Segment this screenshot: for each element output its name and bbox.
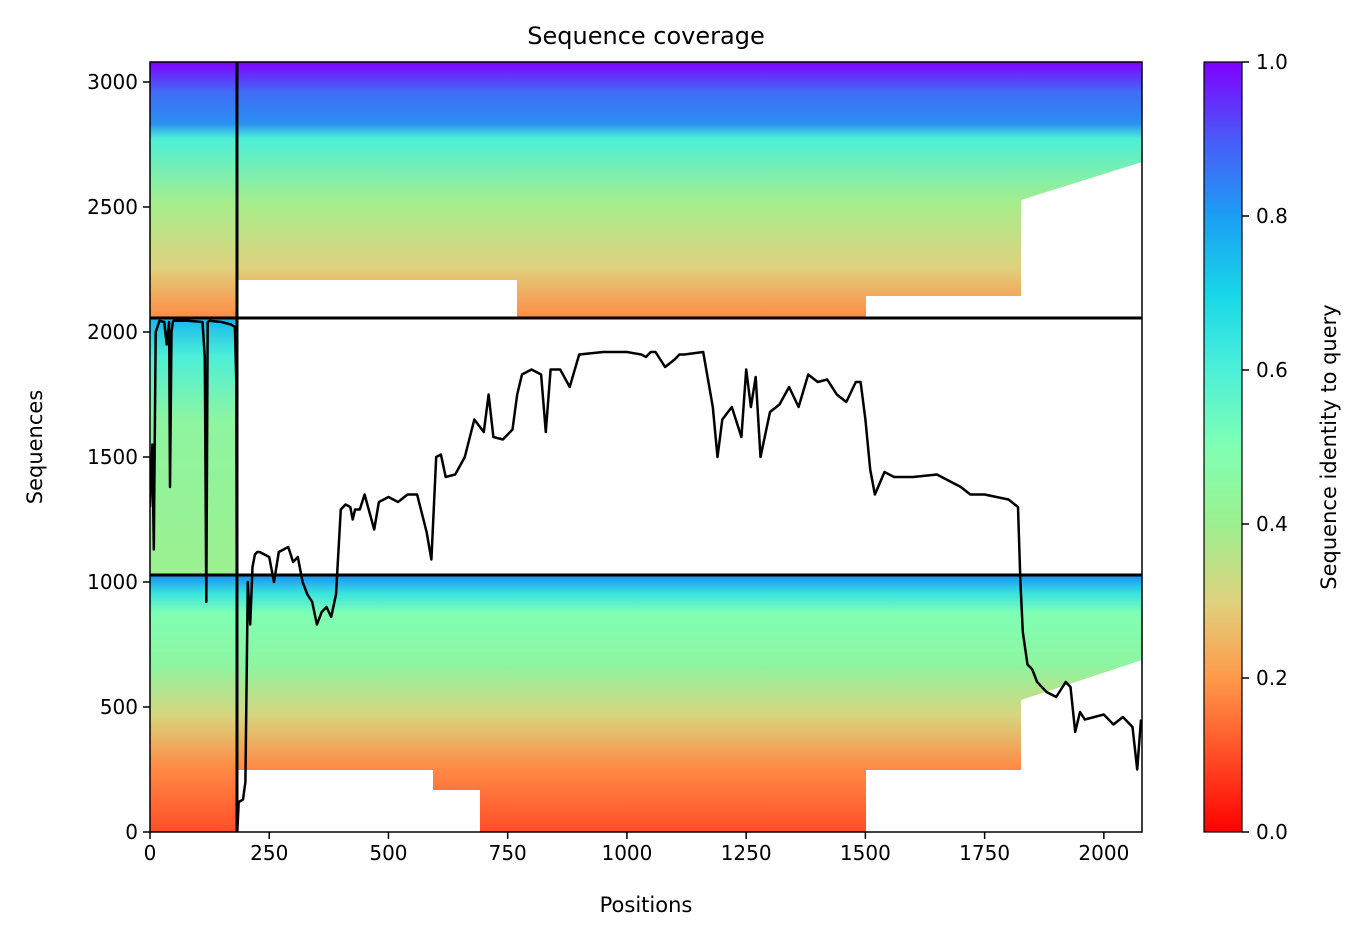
x-tick-label: 500 <box>369 841 407 865</box>
x-axis: 0 250 500 750 1000 1250 1500 1750 2000 <box>144 832 1129 865</box>
x-axis-label: Positions <box>600 893 693 917</box>
y-tick-label: 2000 <box>87 320 138 344</box>
y-axis-label: Sequences <box>23 390 47 505</box>
colorbar-tick-label: 1.0 <box>1256 50 1288 74</box>
colorbar-tick-label: 0.4 <box>1256 512 1288 536</box>
x-tick-label: 0 <box>144 841 157 865</box>
x-tick-label: 750 <box>489 841 527 865</box>
y-tick-label: 1000 <box>87 570 138 594</box>
x-tick-label: 1250 <box>721 841 772 865</box>
colorbar-axis: 0.0 0.2 0.4 0.6 0.8 1.0 <box>1242 50 1288 844</box>
colorbar <box>1203 61 1243 833</box>
x-tick-label: 2000 <box>1078 841 1129 865</box>
y-tick-label: 500 <box>100 695 138 719</box>
coverage-gaps <box>237 162 1142 832</box>
x-tick-label: 1000 <box>601 841 652 865</box>
y-tick-label: 0 <box>125 820 138 844</box>
chart-title: Sequence coverage <box>527 22 764 50</box>
y-axis: 0 500 1000 1500 2000 2500 3000 <box>87 70 150 844</box>
y-tick-label: 2500 <box>87 195 138 219</box>
colorbar-label: Sequence identity to query <box>1317 304 1341 589</box>
x-tick-label: 250 <box>250 841 288 865</box>
colorbar-tick-label: 0.8 <box>1256 204 1288 228</box>
x-tick-label: 1750 <box>959 841 1010 865</box>
plot-frame <box>149 61 1143 833</box>
y-tick-label: 1500 <box>87 445 138 469</box>
heatmap-top-block <box>150 62 1142 318</box>
colorbar-tick-label: 0.0 <box>1256 820 1288 844</box>
heatmap-middle-left-block <box>150 318 237 575</box>
colorbar-tick-label: 0.2 <box>1256 666 1288 690</box>
colorbar-tick-label: 0.6 <box>1256 358 1288 382</box>
coverage-line <box>150 319 1142 832</box>
heatmap-area <box>150 62 1142 832</box>
x-tick-label: 1500 <box>840 841 891 865</box>
y-tick-label: 3000 <box>87 70 138 94</box>
